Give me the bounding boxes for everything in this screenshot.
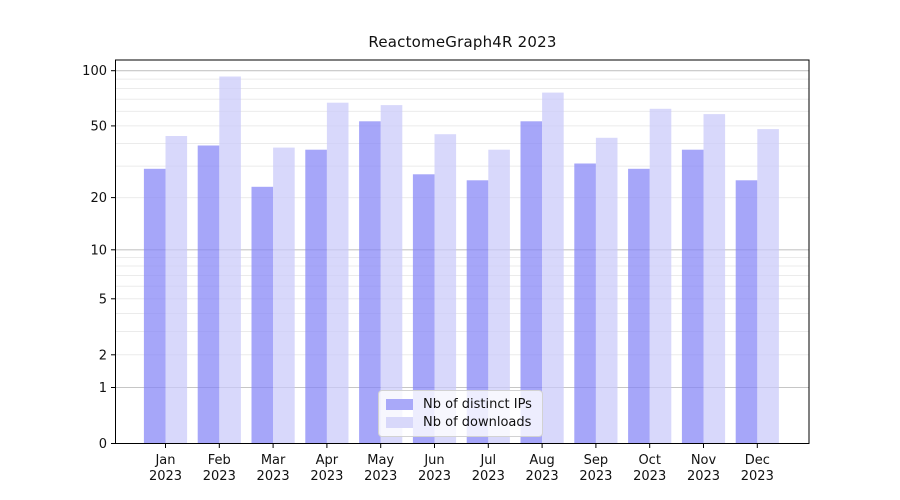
bar-aug-downloads — [542, 92, 564, 444]
bar-feb-distinct-ips — [197, 145, 220, 444]
bar-sep-distinct-ips — [574, 163, 596, 444]
x-tick-label-month-jun: Jun — [423, 453, 444, 468]
bar-apr-downloads — [326, 102, 349, 444]
x-tick-label-year-sep: 2023 — [579, 469, 612, 484]
x-tick-label-year-aug: 2023 — [526, 469, 559, 484]
x-tick-label-month-oct: Oct — [638, 453, 660, 468]
x-tick-label-month-nov: Nov — [691, 453, 717, 468]
legend-swatch-distinct-ips — [386, 399, 413, 410]
y-tick-label-100: 100 — [82, 64, 107, 79]
axes-spines — [115, 59, 810, 444]
x-tick-label-year-may: 2023 — [364, 469, 397, 484]
x-tick-label-month-apr: Apr — [316, 453, 339, 468]
y-tick-label-5: 5 — [99, 292, 107, 307]
x-tick-label-month-feb: Feb — [208, 453, 231, 468]
x-tick-label-month-may: May — [367, 453, 394, 468]
bar-jan-distinct-ips — [143, 168, 166, 444]
bar-oct-downloads — [649, 108, 672, 444]
y-tick-label-10: 10 — [90, 243, 107, 258]
x-tick-label-year-oct: 2023 — [633, 469, 666, 484]
bar-sep-downloads — [595, 137, 618, 444]
x-tick-label-year-feb: 2023 — [203, 469, 236, 484]
y-tick-label-2: 2 — [99, 348, 107, 363]
x-tick-label-month-jan: Jan — [154, 453, 175, 468]
bar-jul-distinct-ips — [466, 180, 489, 444]
bar-mar-distinct-ips — [251, 186, 274, 444]
legend-label-downloads: Nb of downloads — [423, 415, 532, 430]
x-tick-label-year-jan: 2023 — [149, 469, 182, 484]
legend-label-distinct-ips: Nb of distinct IPs — [423, 397, 532, 412]
bar-aug-distinct-ips — [520, 121, 543, 444]
bar-jun-downloads — [434, 134, 457, 444]
y-tick-label-20: 20 — [90, 191, 107, 206]
y-tick-label-1: 1 — [99, 381, 107, 396]
bar-dec-distinct-ips — [735, 180, 758, 444]
x-axis: Jan2023Feb2023Mar2023Apr2023May2023Jun20… — [149, 443, 774, 484]
bar-jul-downloads — [488, 149, 510, 444]
bar-apr-distinct-ips — [305, 149, 327, 444]
x-tick-label-month-sep: Sep — [584, 453, 609, 468]
y-tick-label-0: 0 — [99, 437, 107, 452]
bar-may-downloads — [380, 105, 403, 444]
bar-feb-downloads — [219, 76, 241, 444]
bar-may-distinct-ips — [359, 121, 381, 444]
x-tick-label-month-dec: Dec — [745, 453, 770, 468]
x-tick-label-month-aug: Aug — [529, 453, 554, 468]
bar-jun-distinct-ips — [412, 174, 435, 444]
x-tick-label-year-nov: 2023 — [687, 469, 720, 484]
x-tick-label-year-jul: 2023 — [472, 469, 505, 484]
legend-swatch-downloads — [386, 417, 413, 428]
bar-mar-downloads — [273, 147, 295, 444]
x-tick-label-year-apr: 2023 — [310, 469, 343, 484]
bars-downloads — [165, 76, 779, 444]
x-tick-label-year-dec: 2023 — [741, 469, 774, 484]
legend-item-distinct-ips: Nb of distinct IPs — [386, 397, 538, 412]
y-axis: 0 1 2 5 10 20 50 100 — [82, 64, 116, 452]
x-tick-label-year-jun: 2023 — [418, 469, 451, 484]
x-tick-label-year-mar: 2023 — [257, 469, 290, 484]
chart-title: ReactomeGraph4R 2023 — [368, 33, 557, 51]
bars-distinct-ips — [143, 121, 758, 444]
y-tick-label-50: 50 — [90, 119, 107, 134]
bar-dec-downloads — [757, 129, 779, 444]
legend: Nb of distinct IPs Nb of downloads — [378, 390, 543, 437]
bar-oct-distinct-ips — [628, 168, 650, 444]
bar-nov-downloads — [703, 114, 726, 444]
x-tick-label-month-mar: Mar — [261, 453, 286, 468]
legend-item-downloads: Nb of downloads — [386, 415, 538, 430]
bar-nov-distinct-ips — [681, 149, 704, 444]
bar-jan-downloads — [165, 136, 188, 444]
x-tick-label-month-jul: Jul — [479, 453, 496, 468]
